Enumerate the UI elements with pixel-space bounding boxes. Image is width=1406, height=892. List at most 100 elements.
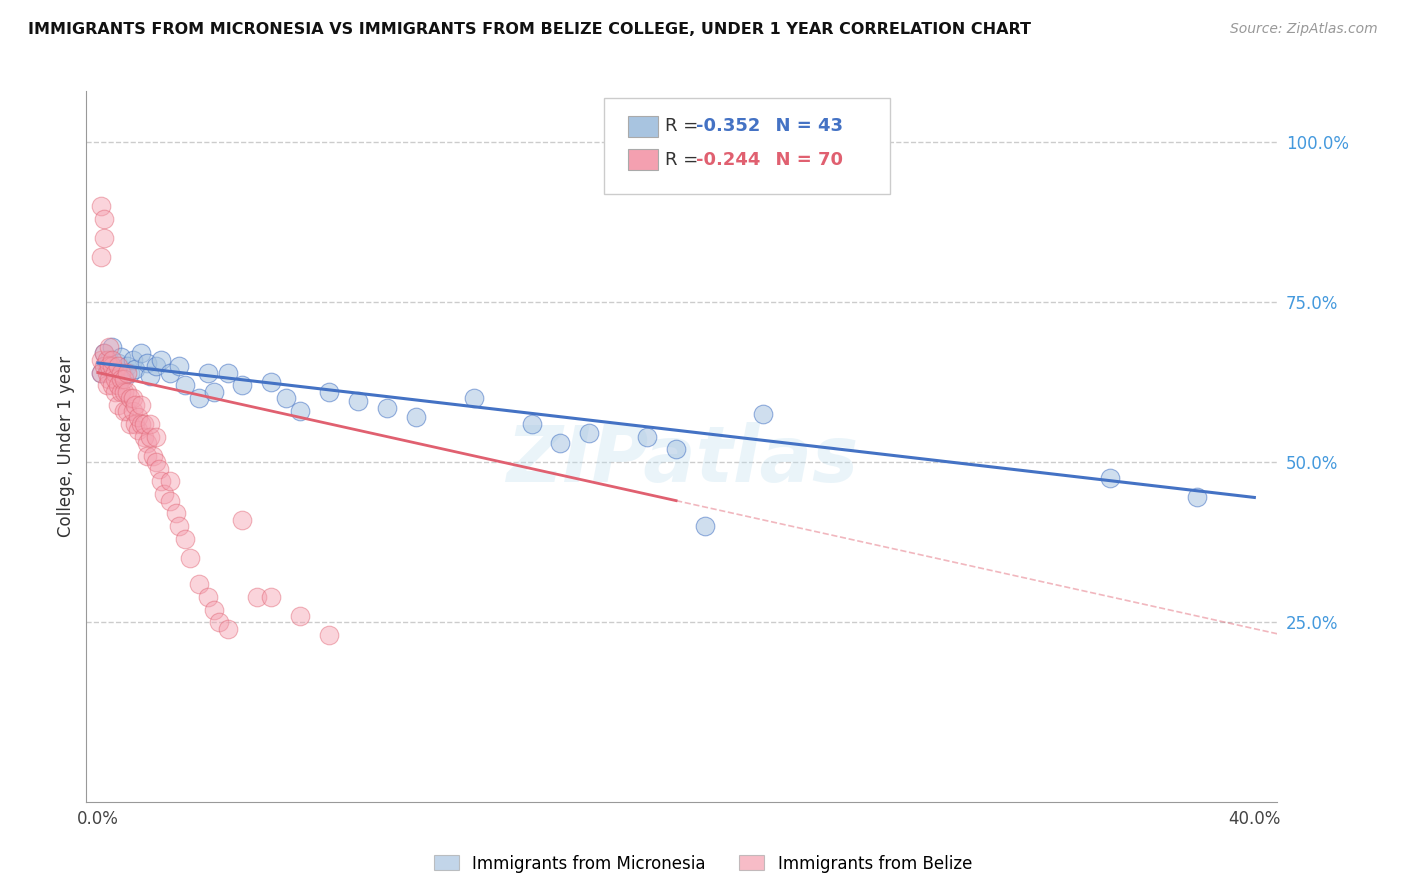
Point (197, 590, 219, 604)
Point (112, 368, 135, 383)
Point (145, 429, 167, 443)
Point (347, 394, 370, 409)
Point (104, 362, 127, 376)
Point (127, 410, 149, 425)
Point (173, 532, 195, 546)
Point (217, 366, 239, 380)
Point (463, 391, 485, 405)
Point (90, 250, 112, 264)
Point (107, 398, 129, 412)
Point (167, 359, 190, 374)
Point (202, 602, 225, 616)
Point (188, 577, 211, 591)
Point (159, 475, 181, 489)
Point (520, 417, 543, 431)
Point (107, 356, 129, 370)
FancyBboxPatch shape (605, 98, 890, 194)
Point (104, 366, 127, 380)
Point (104, 372, 127, 386)
Point (124, 362, 146, 376)
Point (246, 590, 269, 604)
Point (115, 359, 138, 374)
Point (96, 366, 118, 380)
Point (90, 366, 112, 380)
Point (98, 340, 121, 354)
Point (107, 359, 129, 374)
Point (136, 436, 159, 450)
Text: -0.352: -0.352 (696, 117, 761, 135)
Point (112, 372, 135, 386)
Point (202, 384, 225, 399)
Point (173, 378, 195, 392)
Point (101, 378, 124, 392)
Point (578, 426, 600, 441)
Point (134, 417, 156, 431)
Legend: Immigrants from Micronesia, Immigrants from Belize: Immigrants from Micronesia, Immigrants f… (427, 848, 979, 880)
Point (115, 366, 138, 380)
Point (93, 359, 115, 374)
Point (93, 346, 115, 360)
Point (115, 384, 138, 399)
Point (139, 417, 162, 431)
Point (90, 199, 112, 213)
Point (636, 429, 658, 443)
Point (260, 375, 283, 389)
Point (98, 352, 121, 367)
Point (375, 401, 398, 415)
FancyBboxPatch shape (628, 149, 658, 170)
Text: R =: R = (665, 151, 704, 169)
Point (142, 449, 165, 463)
Point (104, 384, 127, 399)
Point (665, 442, 688, 457)
Point (179, 551, 201, 566)
Text: ZIPatlas: ZIPatlas (506, 423, 858, 499)
Point (148, 461, 170, 475)
Point (150, 352, 173, 367)
Point (550, 436, 572, 450)
Point (96, 378, 118, 392)
Point (159, 366, 181, 380)
Point (752, 407, 775, 421)
Text: -0.244: -0.244 (696, 151, 761, 169)
Point (318, 384, 340, 399)
Text: R =: R = (665, 117, 704, 135)
Point (118, 366, 141, 380)
Point (93, 231, 115, 245)
Point (208, 615, 231, 630)
Point (118, 391, 141, 405)
Point (167, 519, 190, 533)
Point (101, 340, 124, 354)
Point (145, 455, 167, 469)
Point (197, 366, 219, 380)
Point (110, 366, 132, 380)
Point (118, 417, 141, 431)
Point (231, 513, 253, 527)
Point (96, 352, 118, 367)
Point (274, 391, 297, 405)
Point (136, 356, 159, 370)
Point (405, 410, 427, 425)
Point (98, 359, 121, 374)
Point (217, 622, 239, 636)
Point (115, 404, 138, 418)
Point (129, 346, 152, 360)
Point (107, 378, 129, 392)
Point (93, 346, 115, 360)
Point (127, 423, 149, 437)
Text: N = 43: N = 43 (763, 117, 842, 135)
Point (121, 404, 143, 418)
Y-axis label: College, Under 1 year: College, Under 1 year (58, 356, 75, 537)
Point (110, 384, 132, 399)
Point (121, 391, 143, 405)
Point (101, 359, 124, 374)
Point (124, 417, 146, 431)
Point (188, 391, 211, 405)
Point (290, 608, 312, 623)
Point (290, 404, 312, 418)
Point (101, 352, 124, 367)
Point (112, 404, 135, 418)
Point (134, 429, 156, 443)
Point (129, 417, 152, 431)
Point (112, 384, 135, 399)
Point (165, 507, 187, 521)
